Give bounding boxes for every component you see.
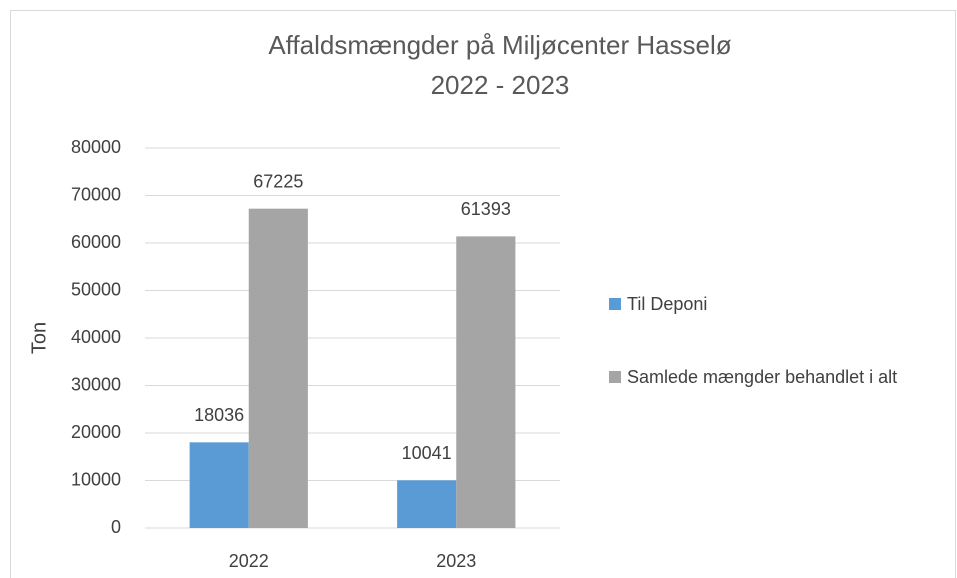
value-label: 67225 [253, 171, 303, 191]
value-label: 61393 [461, 199, 511, 219]
y-tick-label: 10000 [71, 469, 121, 489]
x-tick-label: 2022 [229, 551, 269, 571]
y-tick-label: 20000 [71, 422, 121, 442]
legend-label: Til Deponi [627, 294, 708, 314]
bar [248, 208, 308, 528]
chart-subtitle: 2022 - 2023 [431, 70, 570, 100]
chart-title: Affaldsmængder på Miljøcenter Hasselø [268, 30, 731, 60]
y-axis-label: Ton [28, 322, 50, 354]
y-tick-label: 30000 [71, 374, 121, 394]
y-tick-label: 60000 [71, 232, 121, 252]
legend-swatch [609, 371, 621, 383]
legend-label: Samlede mængder behandlet i alt [627, 367, 898, 387]
bar [456, 236, 516, 529]
y-tick-label: 70000 [71, 184, 121, 204]
bar [189, 442, 249, 528]
legend-entry: Til Deponi [627, 294, 708, 314]
legend-swatch [609, 298, 621, 310]
value-label: 18036 [194, 405, 244, 425]
y-tick-label: 50000 [71, 279, 121, 299]
x-tick-label: 2023 [436, 551, 476, 571]
y-tick-label: 40000 [71, 327, 121, 347]
bar [397, 480, 457, 528]
y-tick-label: 80000 [71, 137, 121, 157]
legend-entry: Samlede mængder behandlet i alt [627, 367, 898, 387]
y-tick-label: 0 [111, 517, 121, 537]
value-label: 10041 [402, 443, 452, 463]
